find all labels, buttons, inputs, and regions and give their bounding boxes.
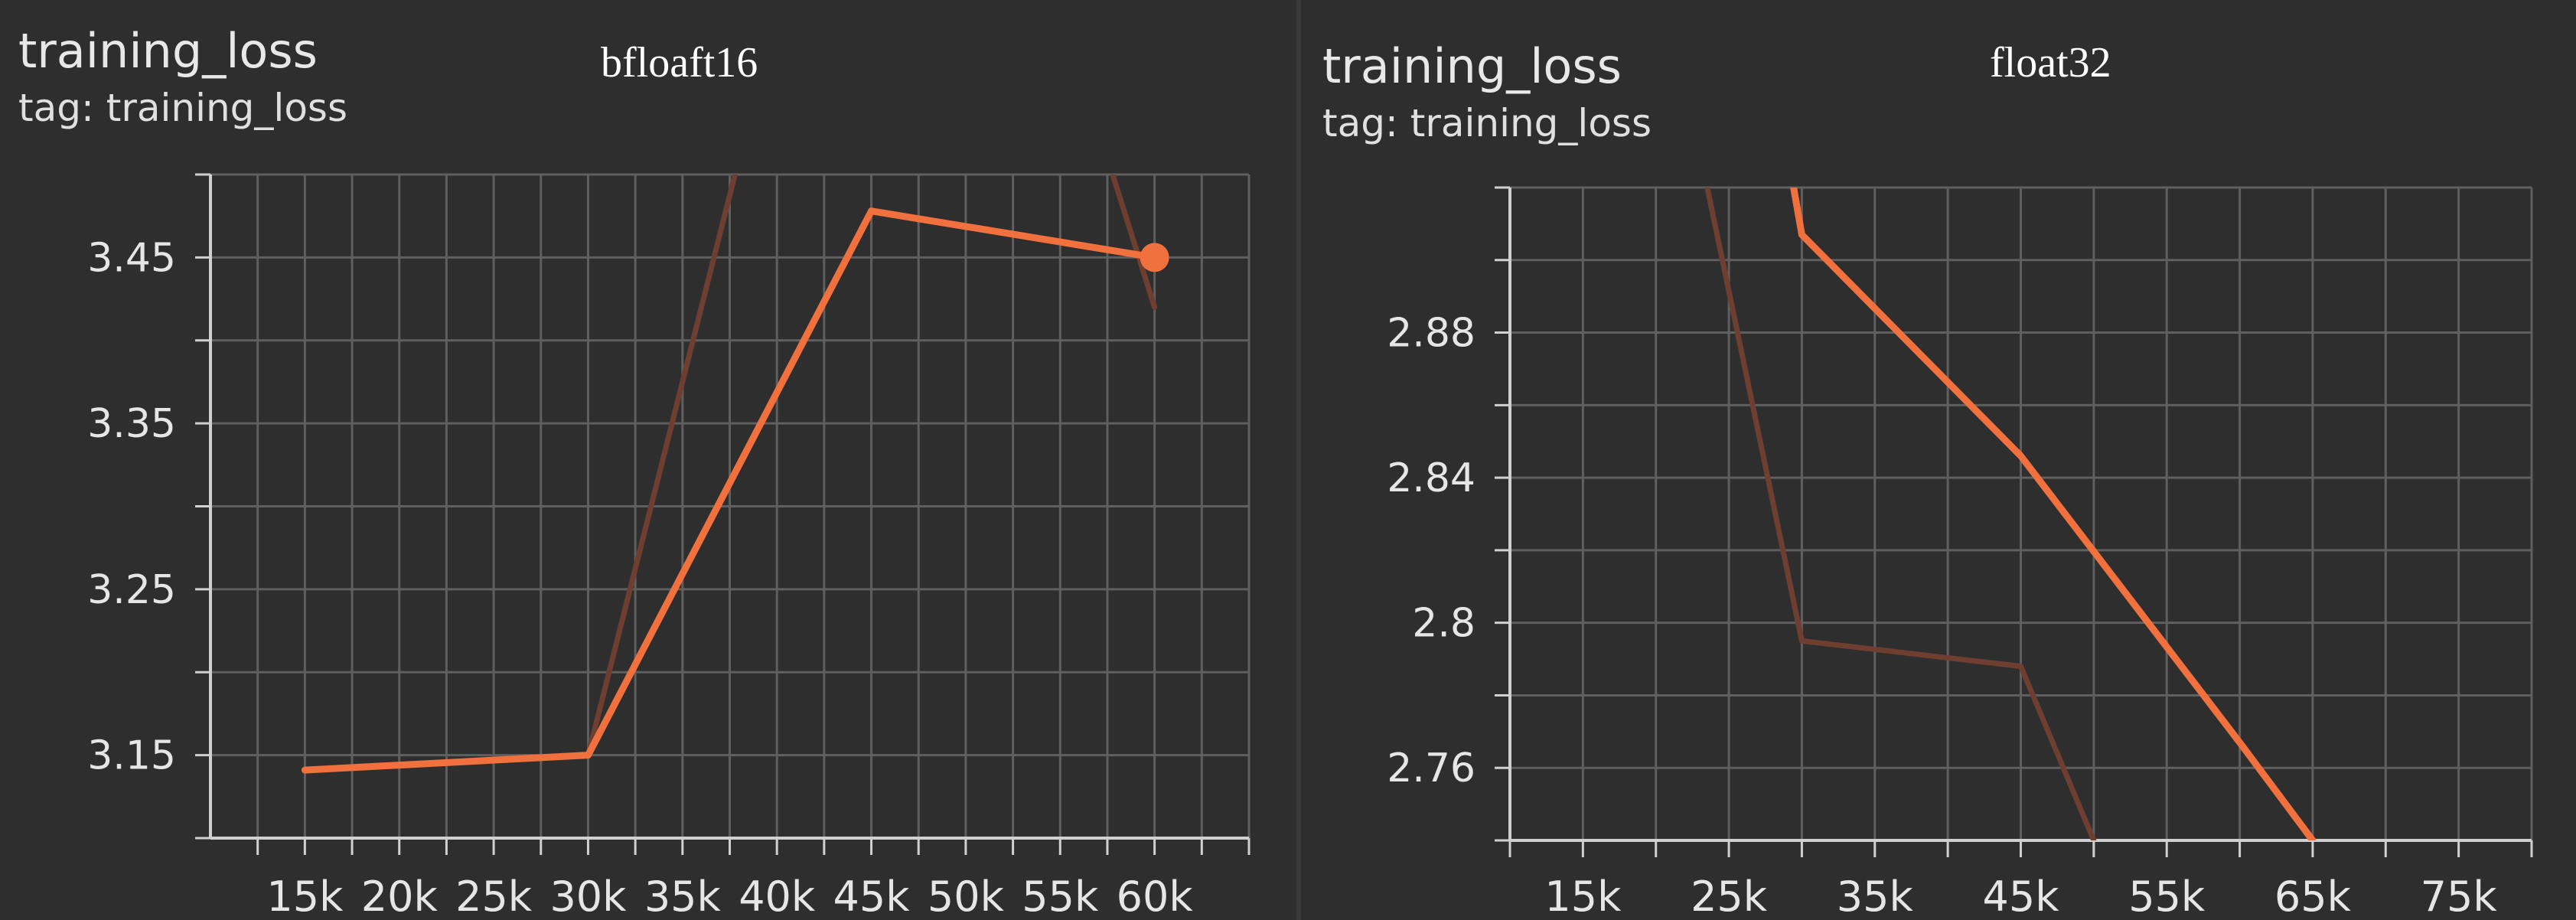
y-tick-label: 3.25 xyxy=(87,567,176,613)
x-tick-label: 45k xyxy=(1983,873,2060,920)
x-tick-label: 25k xyxy=(1691,873,1768,920)
x-tick-label: 20k xyxy=(361,873,439,920)
x-tick-label: 55k xyxy=(2128,873,2206,920)
x-tick-label: 50k xyxy=(928,873,1005,920)
raw-series-line xyxy=(585,175,738,759)
y-tick-label: 2.84 xyxy=(1387,455,1475,501)
x-tick-label: 15k xyxy=(266,873,344,920)
x-tick-label: 75k xyxy=(2421,873,2498,920)
chart-title: training_loss xyxy=(18,23,318,79)
raw-series-line xyxy=(1704,188,2097,840)
chart-panel-bfloat16: training_loss tag: training_loss bfloaft… xyxy=(18,23,1251,920)
x-tick-label: 25k xyxy=(455,873,533,920)
x-tick-label: 65k xyxy=(2274,873,2352,920)
chart-title: training_loss xyxy=(1322,38,1622,94)
chart-panel-float32: training_loss tag: training_loss float32… xyxy=(1301,0,2576,920)
x-tick-label: 40k xyxy=(739,873,816,920)
x-tick-label: 45k xyxy=(833,873,911,920)
chart-caption: float32 xyxy=(1990,39,2111,86)
smoothed-series-line xyxy=(301,207,1159,774)
smoothed-series-line xyxy=(1790,188,2317,840)
x-tick-label: 55k xyxy=(1022,873,1099,920)
chart-caption: bfloaft16 xyxy=(601,39,758,86)
chart-tag: tag: training_loss xyxy=(1322,101,1652,145)
chart-plot-bfloat16: 15k 20k 25k 30k 35k 40k 45k 50k 55k 60k 3.15 3.25 3.… xyxy=(87,173,1251,920)
y-tick-label: 2.8 xyxy=(1412,601,1475,647)
x-tick-label: 60k xyxy=(1117,873,1194,920)
y-tick-label: 2.88 xyxy=(1387,311,1475,357)
x-tick-label: 35k xyxy=(644,873,722,920)
x-tick-label: 15k xyxy=(1544,873,1622,920)
x-tick-label: 35k xyxy=(1837,873,1914,920)
y-tick-label: 3.35 xyxy=(87,401,176,447)
y-tick-label: 2.76 xyxy=(1387,745,1475,791)
y-tick-label: 3.15 xyxy=(87,733,176,779)
x-tick-label: 30k xyxy=(549,873,627,920)
series-end-marker xyxy=(1140,243,1169,272)
chart-tag: tag: training_loss xyxy=(18,86,348,130)
y-tick-label: 3.45 xyxy=(87,235,176,281)
panel-divider xyxy=(1296,0,1301,920)
chart-plot-float32: 15k 25k 35k 45k 55k 65k 75k 2.76 2.8 2.84 2.88 xyxy=(1387,186,2533,920)
